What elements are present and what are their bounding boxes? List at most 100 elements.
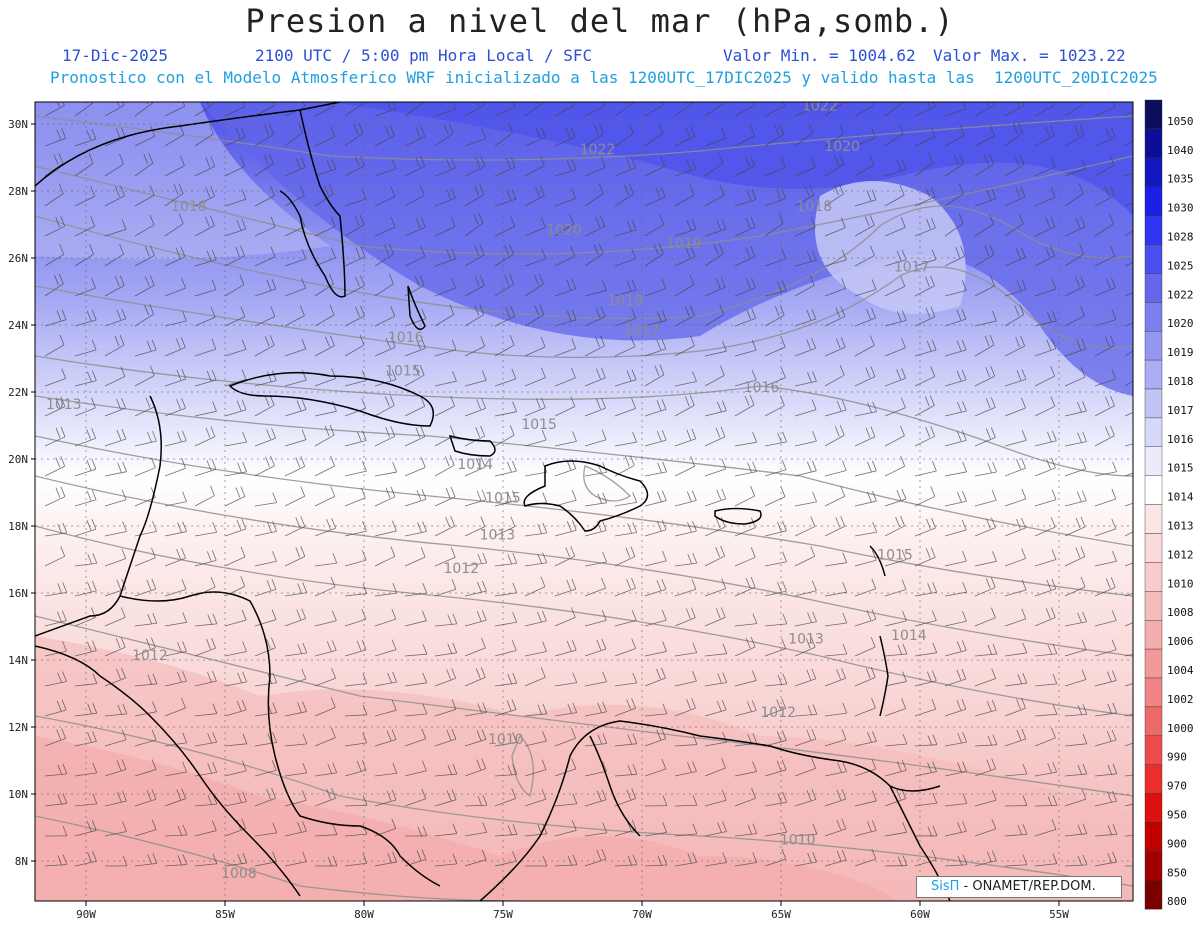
wind-barb-feather [182, 102, 186, 107]
wind-barb [944, 560, 967, 567]
wind-barb [464, 768, 486, 777]
wind-barb [524, 165, 545, 177]
wind-barb-feather [662, 854, 668, 866]
lat-label: 12N [8, 721, 28, 734]
wind-barb [404, 374, 425, 387]
wind-barb-feather [1051, 457, 1056, 468]
wind-barb [494, 709, 517, 717]
legend-swatch [1144, 302, 1163, 332]
wind-barb-feather [1022, 673, 1028, 684]
wind-barb [224, 316, 246, 327]
wind-barb-feather [836, 400, 842, 412]
wind-barb [884, 465, 905, 477]
wind-barb-feather [182, 612, 188, 623]
wind-barb [914, 591, 937, 597]
wind-barb-feather [962, 793, 968, 804]
wind-barb-feather [1109, 213, 1114, 225]
wind-barb-feather [990, 366, 996, 377]
wind-barb-feather [235, 246, 240, 258]
wind-barb-feather [687, 853, 693, 864]
wind-barb [494, 649, 517, 657]
wind-barb [974, 135, 995, 147]
wind-barb-feather [1021, 697, 1026, 709]
wind-barb [914, 227, 936, 237]
wind-barb [104, 831, 127, 837]
isobar-label: 1015 [877, 548, 913, 564]
wind-barb-feather [452, 763, 458, 775]
wind-barb-feather [149, 304, 155, 315]
wind-barb-feather [296, 609, 302, 620]
wind-barb-feather [180, 337, 186, 348]
wind-barb [224, 228, 246, 237]
wind-barb-feather [752, 733, 758, 744]
wind-barb [914, 259, 937, 267]
wind-barb [584, 530, 607, 537]
wind-barb [44, 138, 66, 147]
wind-barb [704, 162, 724, 177]
wind-barb-feather [540, 367, 546, 378]
wind-barb [794, 713, 817, 717]
lat-label: 14N [8, 654, 28, 667]
wind-barb-feather [212, 102, 214, 105]
wind-barb-feather [570, 546, 576, 557]
wind-barb-feather [626, 280, 632, 292]
wind-barb-feather [750, 576, 756, 588]
wind-barb-feather [301, 338, 307, 350]
wind-barb [74, 860, 97, 867]
wind-barb-feather [631, 398, 637, 409]
wind-barb-feather [295, 547, 301, 558]
wind-barb [764, 590, 787, 597]
wind-barb-feather [1138, 826, 1142, 836]
coastlines [35, 102, 951, 901]
wind-barb-feather [869, 154, 875, 166]
wind-barb-feather [60, 456, 66, 467]
wind-barb-feather [1111, 488, 1117, 500]
wind-barb-feather [661, 338, 667, 349]
wind-barb-feather [240, 156, 246, 167]
wind-barb-feather [572, 672, 578, 683]
wind-barb-feather [872, 401, 877, 412]
wind-barb-feather [362, 853, 368, 864]
wind-barb [584, 743, 607, 747]
wind-barb-feather [450, 216, 456, 227]
wind-barb [224, 681, 247, 687]
wind-barb-feather [807, 102, 811, 109]
wind-barb [974, 828, 996, 837]
wind-barb [284, 526, 305, 537]
wind-barb [734, 135, 755, 147]
wind-barb-feather [902, 671, 907, 682]
wind-barb-feather [809, 275, 815, 286]
wind-barb [1004, 527, 1026, 537]
wind-barb-feather [812, 491, 817, 503]
wind-barb [1094, 345, 1115, 357]
wind-barb-feather [1082, 611, 1087, 622]
wind-barb [974, 527, 996, 537]
wind-barb [74, 590, 97, 597]
wind-barb [944, 678, 966, 687]
wind-barb-feather [386, 730, 392, 741]
wind-barb [284, 348, 306, 357]
wind-barb-feather [722, 732, 728, 743]
wind-barb [704, 468, 726, 477]
wind-barb-feather [392, 102, 397, 109]
wind-barb [194, 680, 217, 687]
wind-barb [674, 315, 695, 327]
wind-barb-feather [540, 217, 546, 228]
wind-barb-feather [177, 671, 182, 683]
wind-barb-feather [715, 546, 720, 558]
wind-barb [224, 770, 247, 777]
wind-barb-feather [61, 728, 67, 739]
wind-barb-feather [656, 668, 661, 680]
wind-barb [884, 169, 907, 177]
wind-barb-feather [1052, 310, 1057, 322]
wind-barb-feather [571, 309, 577, 321]
wind-barb-feather [92, 762, 98, 773]
wind-barb-feather [362, 704, 368, 715]
wind-barb [494, 621, 517, 627]
wind-barb [764, 314, 785, 327]
wind-barb-feather [1077, 824, 1083, 835]
wind-barb-feather [391, 639, 397, 650]
wind-barb [884, 259, 907, 267]
wind-barb-feather [392, 671, 397, 683]
